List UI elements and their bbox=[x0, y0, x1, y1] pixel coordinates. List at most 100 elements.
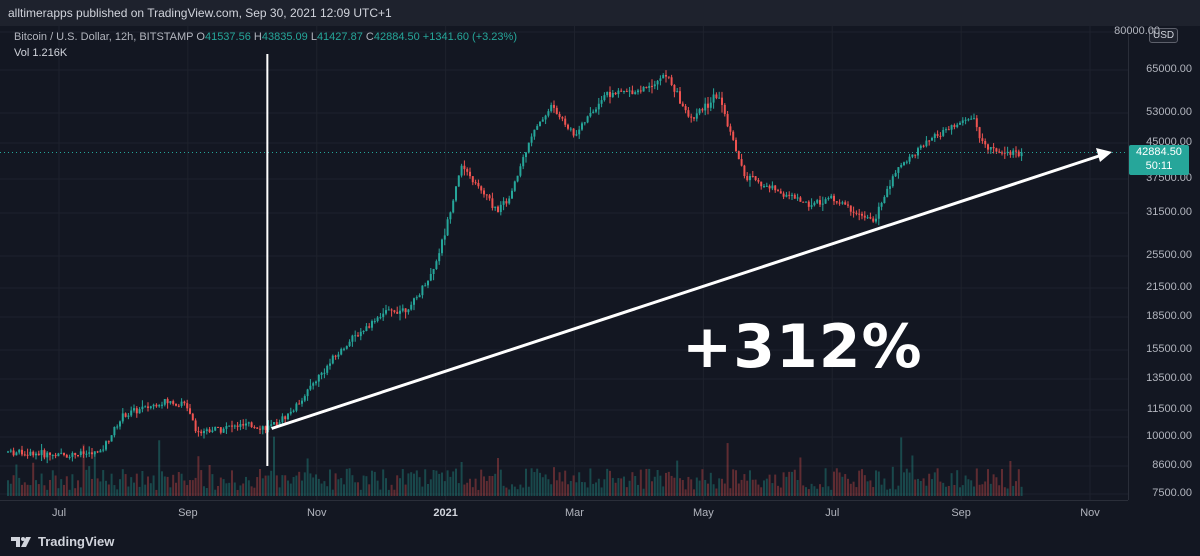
candle-body bbox=[1006, 151, 1009, 153]
candle-body bbox=[281, 416, 284, 423]
volume-bar bbox=[530, 468, 533, 496]
volume-bars bbox=[7, 436, 1023, 496]
candle-body bbox=[200, 431, 203, 434]
volume-bar bbox=[715, 488, 718, 496]
candle-body bbox=[852, 211, 855, 213]
volume-bar bbox=[903, 472, 905, 496]
candle-body bbox=[60, 452, 63, 454]
candle-body bbox=[228, 425, 231, 427]
volume-bar bbox=[37, 484, 40, 496]
price-tick-label: 37500.00 bbox=[1146, 172, 1192, 184]
candle-body bbox=[407, 309, 410, 313]
candle-body bbox=[393, 310, 396, 312]
candle-body bbox=[508, 198, 511, 204]
candle-body bbox=[424, 285, 427, 287]
candle-body bbox=[516, 175, 519, 182]
volume-bar bbox=[561, 481, 564, 496]
candle-body bbox=[715, 94, 718, 99]
volume-bar bbox=[343, 484, 345, 496]
candle-body bbox=[183, 401, 186, 404]
volume-bar bbox=[463, 484, 466, 496]
volume-bar bbox=[197, 456, 200, 496]
volume-bar bbox=[441, 472, 443, 496]
volume-bar bbox=[172, 474, 175, 496]
candle-body bbox=[357, 335, 359, 337]
candle-body bbox=[917, 148, 919, 156]
volume-bar bbox=[849, 483, 852, 496]
volume-bar bbox=[765, 478, 768, 496]
footer-logo[interactable]: TradingView bbox=[10, 534, 114, 549]
candle-body bbox=[975, 118, 978, 128]
volume-bar bbox=[429, 479, 432, 496]
candle-body bbox=[539, 121, 541, 127]
candle-body bbox=[667, 76, 670, 78]
volume-bar bbox=[620, 478, 623, 496]
volume-bar bbox=[575, 482, 578, 496]
volume-bar bbox=[754, 479, 757, 496]
volume-bar bbox=[877, 471, 880, 496]
volume-bar bbox=[373, 471, 376, 496]
candle-body bbox=[273, 422, 275, 425]
candle-body bbox=[387, 309, 390, 311]
volume-bar bbox=[387, 489, 390, 496]
candle-body bbox=[947, 129, 950, 131]
legend-close-label: C bbox=[365, 31, 374, 43]
volume-bar bbox=[541, 477, 544, 496]
volume-bar bbox=[264, 475, 267, 496]
candle-body bbox=[813, 202, 816, 206]
volume-bar bbox=[911, 455, 914, 496]
volume-bar bbox=[550, 484, 553, 496]
volume-bar bbox=[950, 473, 953, 496]
candle-body bbox=[631, 90, 634, 95]
volume-bar bbox=[435, 470, 438, 496]
candle-body bbox=[421, 285, 424, 296]
volume-bar bbox=[569, 480, 572, 496]
candle-body bbox=[315, 381, 317, 384]
volume-bar bbox=[161, 471, 163, 496]
candle-body bbox=[1017, 151, 1020, 157]
candle-body bbox=[208, 429, 211, 432]
volume-bar bbox=[309, 473, 312, 496]
volume-bar bbox=[936, 468, 939, 496]
volume-bar bbox=[466, 482, 469, 496]
candle-body bbox=[452, 200, 455, 213]
candle-body bbox=[505, 201, 508, 204]
candle-body bbox=[620, 90, 623, 92]
currency-button[interactable]: USD bbox=[1149, 28, 1179, 43]
candle-body bbox=[754, 176, 757, 180]
volume-bar bbox=[821, 487, 824, 496]
volume-bar bbox=[816, 488, 819, 496]
candle-body bbox=[121, 413, 124, 422]
time-scale[interactable] bbox=[0, 500, 1128, 525]
volume-bar bbox=[312, 477, 315, 496]
volume-bar bbox=[245, 476, 247, 496]
candle-body bbox=[642, 86, 645, 92]
volume-bar bbox=[956, 470, 959, 496]
candle-body bbox=[354, 335, 357, 337]
price-scale[interactable] bbox=[1128, 26, 1200, 500]
candle-body bbox=[886, 188, 889, 198]
time-tick-label: May bbox=[692, 507, 714, 519]
candle-body bbox=[1009, 151, 1012, 155]
volume-bar bbox=[695, 477, 698, 496]
volume-bar bbox=[502, 485, 505, 496]
volume-bar bbox=[600, 487, 603, 496]
volume-bar bbox=[351, 475, 354, 496]
volume-bar bbox=[592, 483, 595, 496]
candle-body bbox=[858, 213, 861, 215]
candle-body bbox=[40, 450, 43, 456]
volume-bar bbox=[858, 470, 861, 496]
candle-body bbox=[880, 203, 883, 207]
candle-body bbox=[236, 425, 239, 427]
volume-bar bbox=[57, 488, 60, 496]
volume-bar bbox=[555, 480, 558, 496]
candle-body bbox=[779, 191, 782, 194]
candle-body bbox=[611, 92, 614, 97]
volume-bar bbox=[415, 470, 418, 496]
candle-body bbox=[768, 185, 771, 189]
volume-bar bbox=[525, 468, 527, 496]
volume-bar bbox=[51, 470, 54, 496]
volume-bar bbox=[623, 476, 625, 496]
candle-body bbox=[77, 455, 79, 457]
candle-body bbox=[326, 365, 329, 373]
